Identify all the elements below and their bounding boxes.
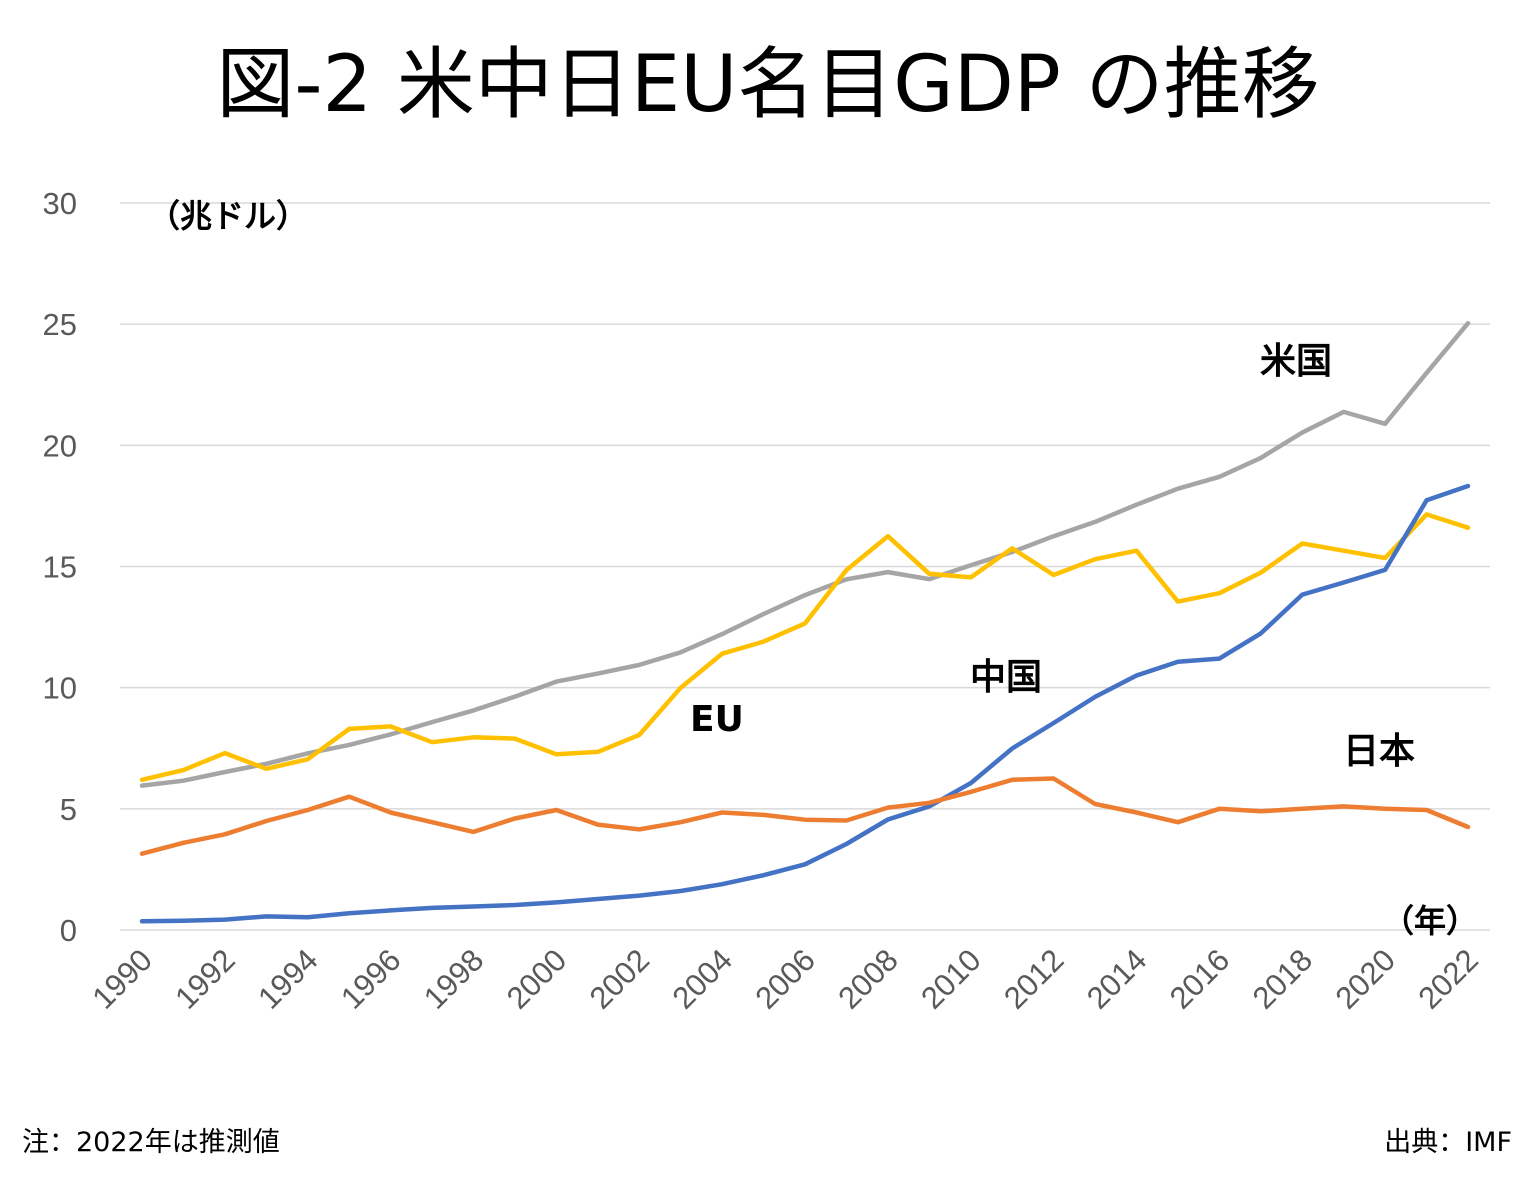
y-tick-label: 25 <box>43 307 77 342</box>
series-label-japan: 日本 <box>1343 731 1415 772</box>
series-line-japan <box>139 776 1471 856</box>
x-tick-label: 2020 <box>1329 942 1403 1016</box>
x-tick-label: 2018 <box>1246 942 1320 1016</box>
series-label-us: 米国 <box>1260 341 1332 382</box>
x-tick-label: 2004 <box>666 942 740 1016</box>
x-tick-label: 2008 <box>831 942 905 1016</box>
y-tick-label: 20 <box>43 428 77 463</box>
x-tick-label: 1998 <box>417 942 491 1016</box>
series-line-eu <box>139 512 1471 783</box>
y-tick-label: 0 <box>60 913 77 948</box>
x-axis-ticks: 1990 1992 1994 1996 1998 2000 2002 2004 2006 2008… <box>85 942 1485 1016</box>
footnote: 注：2022年は推測値 <box>22 1127 280 1158</box>
x-tick-label: 1996 <box>334 942 408 1016</box>
x-tick-label: 2006 <box>748 942 822 1016</box>
series-label-china: 中国 <box>970 657 1042 698</box>
x-tick-label: 2022 <box>1411 942 1485 1016</box>
x-axis-unit-label: （年） <box>1382 902 1478 940</box>
x-tick-label: 2014 <box>1080 942 1154 1016</box>
y-tick-label: 5 <box>60 792 77 827</box>
series-label-eu: EU <box>690 699 744 740</box>
x-tick-label: 1994 <box>251 942 325 1016</box>
gridlines <box>120 202 1490 931</box>
x-tick-label: 2010 <box>914 942 988 1016</box>
series-line-china <box>139 483 1471 924</box>
y-tick-label: 10 <box>43 671 77 706</box>
x-tick-label: 2002 <box>583 942 657 1016</box>
y-tick-label: 30 <box>43 186 77 221</box>
x-tick-label: 1990 <box>85 942 159 1016</box>
y-axis-ticks: 0 5 10 15 20 25 30 <box>43 186 77 948</box>
y-axis-unit-label: （兆ドル） <box>148 197 308 235</box>
x-tick-label: 2012 <box>997 942 1071 1016</box>
x-tick-label: 2000 <box>500 942 574 1016</box>
source-credit: 出典：IMF <box>1384 1127 1512 1158</box>
x-tick-label: 2016 <box>1163 942 1237 1016</box>
chart-title: 図-2 米中日EU名目GDP の推移 <box>216 40 1320 130</box>
y-tick-label: 15 <box>43 550 77 585</box>
series-line-us <box>139 320 1471 788</box>
series-lines <box>139 320 1471 924</box>
x-tick-label: 1992 <box>168 942 242 1016</box>
